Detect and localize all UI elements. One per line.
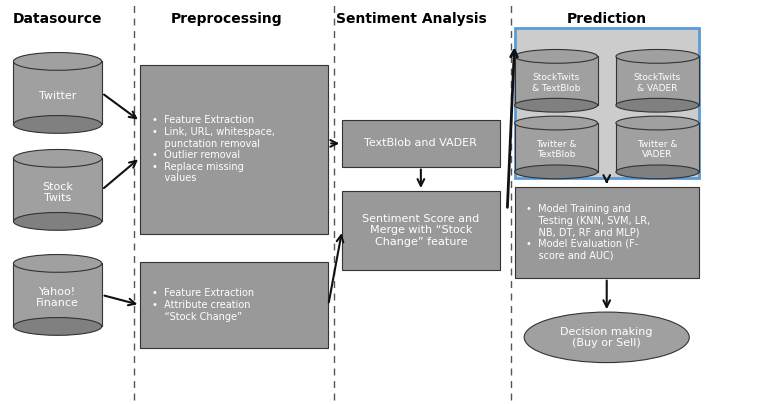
Text: StockTwits
& VADER: StockTwits & VADER [634,73,681,93]
Text: Decision making
(Buy or Sell): Decision making (Buy or Sell) [561,326,653,348]
Text: Sentiment Analysis: Sentiment Analysis [336,12,486,26]
Ellipse shape [525,312,690,363]
FancyBboxPatch shape [140,65,329,234]
Ellipse shape [515,50,598,63]
Ellipse shape [616,50,699,63]
Text: StockTwits
& TextBlob: StockTwits & TextBlob [532,73,580,93]
FancyBboxPatch shape [616,57,699,105]
Text: Sentiment Score and
Merge with “Stock
Change” feature: Sentiment Score and Merge with “Stock Ch… [362,214,479,247]
FancyBboxPatch shape [13,158,101,221]
Ellipse shape [616,165,699,179]
Text: Stock
Twits: Stock Twits [42,182,73,203]
Ellipse shape [515,165,598,179]
Text: Twitter &
VADER: Twitter & VADER [637,140,677,159]
Text: Prediction: Prediction [567,12,647,26]
Text: •  Feature Extraction
•  Link, URL, whitespace,
    punctation removal
•  Outlie: • Feature Extraction • Link, URL, whites… [152,116,275,183]
FancyBboxPatch shape [140,262,329,348]
FancyBboxPatch shape [515,187,699,278]
Text: Datasource: Datasource [13,12,102,26]
FancyBboxPatch shape [343,191,500,270]
Ellipse shape [13,318,101,335]
FancyBboxPatch shape [515,57,598,105]
Text: Twitter: Twitter [39,90,76,101]
Ellipse shape [515,116,598,130]
Ellipse shape [616,98,699,112]
FancyBboxPatch shape [13,61,101,124]
FancyBboxPatch shape [515,28,699,178]
Text: TextBlob and VADER: TextBlob and VADER [365,139,477,148]
Ellipse shape [13,149,101,167]
Ellipse shape [13,213,101,230]
FancyBboxPatch shape [616,123,699,172]
FancyBboxPatch shape [343,120,500,166]
Text: Preprocessing: Preprocessing [170,12,283,26]
Ellipse shape [616,116,699,130]
Text: Twitter &
TextBlob: Twitter & TextBlob [536,140,576,159]
FancyBboxPatch shape [13,263,101,326]
Text: •  Model Training and
    Testing (KNN, SVM, LR,
    NB, DT, RF and MLP)
•  Mode: • Model Training and Testing (KNN, SVM, … [526,204,650,261]
FancyBboxPatch shape [515,123,598,172]
Ellipse shape [515,98,598,112]
Text: •  Feature Extraction
•  Attribute creation
    “Stock Change”: • Feature Extraction • Attribute creatio… [152,288,253,322]
Ellipse shape [13,53,101,70]
Text: Yahoo!
Finance: Yahoo! Finance [36,287,79,308]
Ellipse shape [13,255,101,272]
Ellipse shape [13,116,101,133]
